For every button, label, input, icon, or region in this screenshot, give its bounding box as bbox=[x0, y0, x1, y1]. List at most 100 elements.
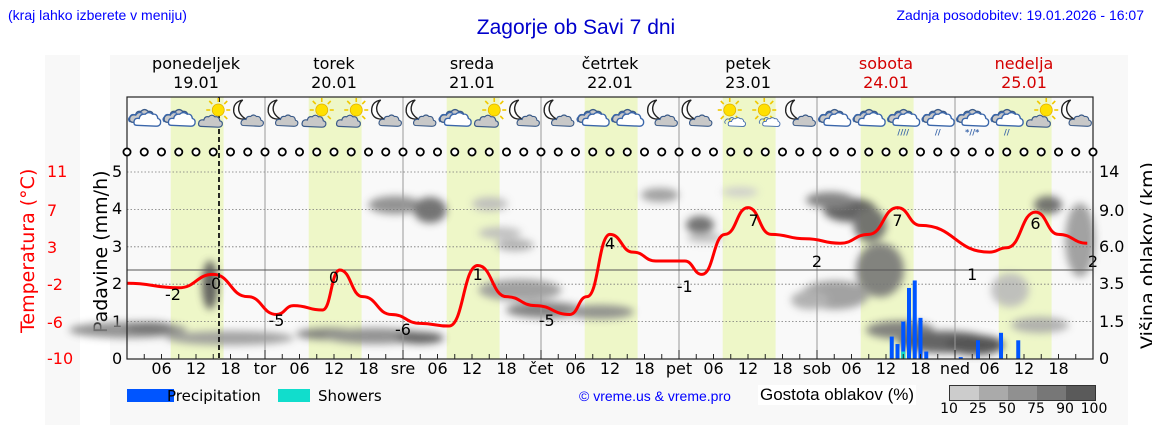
precipitation-tick-label: 2 bbox=[112, 274, 123, 293]
wind-indicator bbox=[950, 147, 960, 157]
x-tick-label: ned bbox=[939, 359, 971, 378]
wind-indicator bbox=[208, 147, 218, 157]
wind-indicator bbox=[1054, 147, 1064, 157]
wind-indicator bbox=[691, 147, 701, 157]
day-date: 22.01 bbox=[587, 73, 633, 92]
page-title: Zagorje ob Savi 7 dni bbox=[476, 16, 676, 39]
svg-text:*//*: *//* bbox=[965, 128, 980, 137]
wind-indicator bbox=[795, 147, 805, 157]
x-tick-label: 12 bbox=[185, 359, 207, 378]
wind-indicator bbox=[778, 147, 788, 157]
temperature-value-label: 7 bbox=[749, 211, 759, 230]
day-name: torek bbox=[313, 54, 355, 73]
light-rain-cloud-icon: // bbox=[921, 108, 955, 137]
cloud-height-tick-label: 3.5 bbox=[1099, 274, 1125, 293]
sleet-cloud-icon: *//* bbox=[955, 108, 990, 137]
wind-indicator bbox=[985, 147, 995, 157]
wind-indicator bbox=[640, 147, 650, 157]
precipitation-tick-label: 5 bbox=[112, 162, 123, 181]
precipitation-bar bbox=[924, 351, 929, 359]
precipitation-bar bbox=[918, 317, 923, 359]
day-header: petek 23.01 bbox=[679, 54, 817, 92]
wind-indicator bbox=[588, 147, 598, 157]
day-name: sreda bbox=[449, 54, 495, 73]
precipitation-legend-label: Precipitation bbox=[167, 387, 261, 405]
wind-indicator bbox=[139, 147, 149, 157]
daylight-band bbox=[584, 97, 638, 359]
wind-indicator bbox=[657, 147, 667, 157]
x-tick-label: 06 bbox=[979, 359, 1000, 378]
wind-indicator bbox=[1002, 147, 1012, 157]
temperature-value-label: 6 bbox=[1030, 214, 1040, 233]
cloud-density-layer bbox=[69, 187, 1095, 355]
day-date: 25.01 bbox=[1001, 73, 1047, 92]
precipitation-tick-label: 1 bbox=[112, 312, 123, 331]
wind-indicator bbox=[571, 147, 581, 157]
cloud-height-tick-label: 9.0 bbox=[1099, 201, 1125, 220]
day-date: 21.01 bbox=[449, 73, 495, 92]
x-tick-label: 12 bbox=[737, 359, 759, 378]
precipitation-bar bbox=[999, 332, 1003, 359]
temperature-value-label: -1 bbox=[677, 277, 693, 296]
temperature-value-label: 4 bbox=[605, 234, 615, 253]
precipitation-bar bbox=[901, 321, 906, 359]
precipitation-bar bbox=[895, 344, 900, 359]
x-tick-label: 12 bbox=[875, 359, 897, 378]
x-tick-label: 18 bbox=[910, 359, 931, 378]
wind-indicator bbox=[450, 147, 460, 157]
day-name: ponedeljek bbox=[152, 54, 240, 73]
credit-link[interactable]: © vreme.us & vreme.pro bbox=[579, 388, 731, 404]
temperature-tick-label: -6 bbox=[47, 313, 63, 332]
wind-indicator bbox=[726, 147, 736, 157]
temperature-value-label: -5 bbox=[539, 311, 555, 330]
cloud-height-tick-label: 14 bbox=[1099, 162, 1120, 181]
wind-indicator bbox=[674, 147, 684, 157]
menu-hint-link[interactable]: (kraj lahko izberete v meniju) bbox=[8, 7, 187, 23]
cloud-scale-swatch bbox=[1066, 386, 1095, 400]
wind-indicator bbox=[156, 147, 166, 157]
day-name: nedelja bbox=[994, 54, 1054, 73]
wind-indicator bbox=[122, 147, 132, 157]
x-tick-label: sre bbox=[390, 359, 416, 378]
wind-indicator bbox=[432, 147, 442, 157]
daylight-band bbox=[308, 97, 362, 359]
wind-indicator bbox=[398, 147, 408, 157]
temperature-tick-label: 7 bbox=[47, 201, 58, 220]
x-tick-label: 12 bbox=[599, 359, 621, 378]
wind-indicator bbox=[709, 147, 719, 157]
wind-indicator bbox=[174, 147, 184, 157]
cloud-scale-label: 100 bbox=[1080, 401, 1108, 417]
precipitation-tick-label: 4 bbox=[112, 199, 123, 218]
x-tick-label: 18 bbox=[772, 359, 793, 378]
cloud-scale-label: 90 bbox=[1056, 401, 1074, 417]
wind-indicator bbox=[191, 147, 201, 157]
temperature-tick-label: -2 bbox=[47, 275, 63, 294]
svg-text:////: //// bbox=[897, 128, 909, 137]
precipitation-bar bbox=[907, 287, 911, 359]
cloud-density-scale-labels: 10 25 50 75 90 100 bbox=[936, 401, 1108, 419]
rain-cloud-icon: //// bbox=[886, 108, 921, 137]
showers-legend-label: Showers bbox=[318, 387, 382, 405]
day-header: torek 20.01 bbox=[265, 54, 403, 92]
cloud-scale-label: 25 bbox=[969, 401, 987, 417]
wind-indicator bbox=[760, 147, 770, 157]
x-tick-label: čet bbox=[528, 359, 554, 378]
cloud-density-label: Gostota oblakov (%) bbox=[758, 385, 917, 405]
x-tick-label: 18 bbox=[358, 359, 379, 378]
wind-indicator bbox=[260, 147, 270, 157]
temp-axis-panel bbox=[45, 55, 80, 425]
precipitation-tick-label: 3 bbox=[112, 237, 123, 256]
wind-indicator bbox=[967, 147, 977, 157]
daylight-band bbox=[170, 97, 224, 359]
cloud-scale-label: 10 bbox=[940, 401, 958, 417]
wind-indicator bbox=[743, 147, 753, 157]
wind-indicator bbox=[622, 147, 632, 157]
wind-indicator bbox=[1036, 147, 1046, 157]
wind-indicator bbox=[829, 147, 839, 157]
x-tick-label: 18 bbox=[220, 359, 241, 378]
wind-indicator bbox=[1071, 147, 1081, 157]
day-header: četrtek 22.01 bbox=[541, 54, 679, 92]
wind-indicator bbox=[329, 147, 339, 157]
precipitation-tick-label: 0 bbox=[112, 349, 123, 368]
precipitation-bar bbox=[976, 340, 980, 359]
